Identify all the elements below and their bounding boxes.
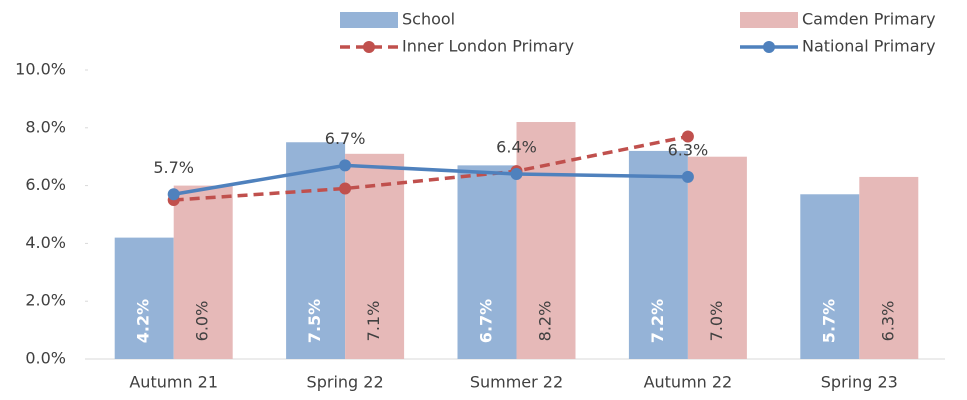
bar — [628, 150, 688, 359]
bar — [286, 142, 346, 359]
legend-label: National Primary — [802, 37, 936, 56]
legend-item: Camden Primary — [740, 10, 936, 29]
data-label: 6.4% — [496, 138, 537, 157]
y-tick-label: 8.0% — [25, 117, 66, 136]
data-label: 7.1% — [364, 301, 383, 342]
data-label: 7.5% — [305, 299, 324, 343]
data-label: 6.7% — [477, 299, 496, 343]
bar — [800, 194, 860, 359]
legend-label: Camden Primary — [802, 10, 936, 29]
data-label: 5.7% — [819, 299, 838, 343]
legend-label: School — [402, 10, 455, 29]
bar — [687, 156, 747, 359]
bar — [859, 176, 919, 359]
y-tick-label: 6.0% — [25, 175, 66, 194]
legend-item: Inner London Primary — [340, 37, 574, 56]
legend-item: School — [340, 10, 455, 29]
data-label: 5.7% — [153, 158, 194, 177]
bar — [114, 237, 174, 359]
legend-marker — [763, 41, 775, 53]
marker — [681, 170, 694, 183]
data-label: 6.3% — [668, 140, 709, 159]
x-tick-label: Autumn 22 — [644, 373, 733, 392]
data-label: 6.0% — [193, 301, 212, 342]
line — [173, 163, 688, 196]
y-tick-label: 0.0% — [25, 349, 66, 368]
legend-swatch — [340, 12, 398, 28]
data-label: 7.2% — [648, 299, 667, 343]
data-label: 4.2% — [134, 299, 153, 343]
bar — [457, 165, 517, 359]
marker — [339, 159, 352, 172]
legend-swatch — [740, 12, 798, 28]
marker — [681, 130, 694, 143]
bar — [516, 122, 576, 360]
x-tick-label: Spring 22 — [307, 373, 384, 392]
legend-item: National Primary — [740, 37, 936, 56]
line — [173, 134, 689, 202]
data-label: 7.0% — [707, 301, 726, 342]
data-label: 6.7% — [325, 129, 366, 148]
legend-marker — [363, 41, 375, 53]
x-tick-label: Autumn 21 — [129, 373, 218, 392]
data-label: 6.3% — [878, 301, 897, 342]
x-tick-label: Summer 22 — [470, 373, 563, 392]
y-tick-label: 10.0% — [15, 60, 66, 79]
y-tick-label: 2.0% — [25, 291, 66, 310]
data-label: 8.2% — [536, 301, 555, 342]
marker — [510, 168, 523, 181]
x-tick-label: Spring 23 — [821, 373, 898, 392]
y-tick-label: 4.0% — [25, 233, 66, 252]
bar — [173, 185, 233, 359]
marker — [339, 182, 352, 195]
marker — [167, 188, 180, 201]
legend-label: Inner London Primary — [402, 37, 574, 56]
